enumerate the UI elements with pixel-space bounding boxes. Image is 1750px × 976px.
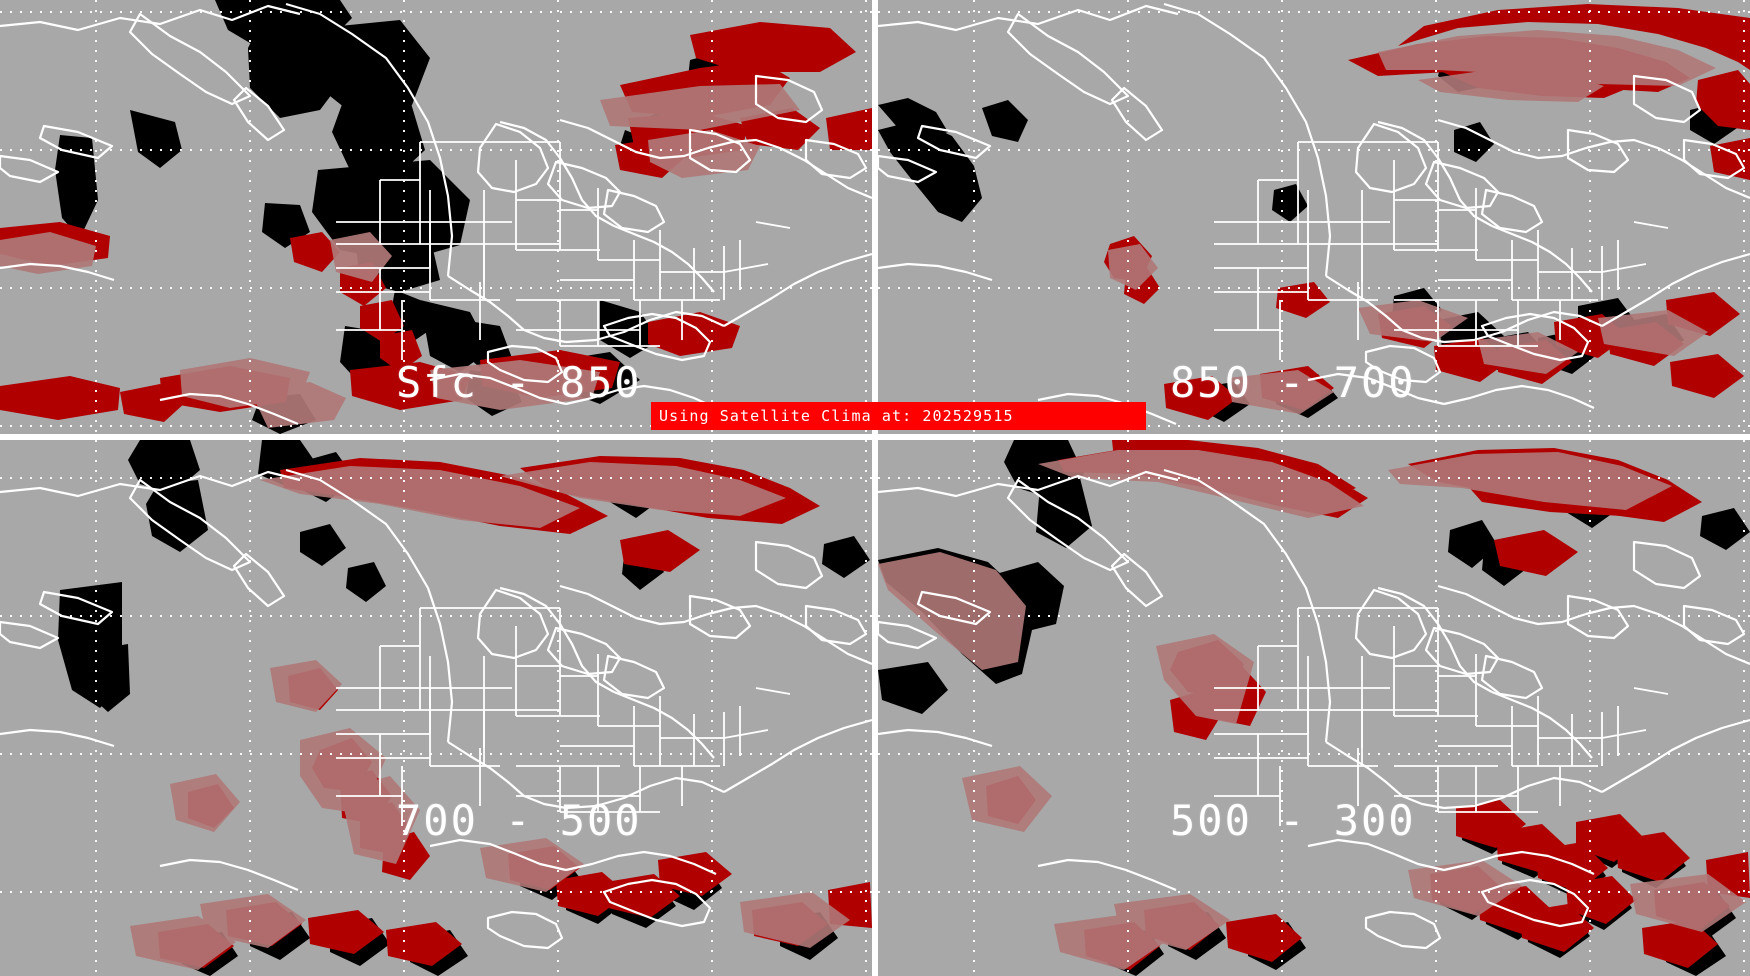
panel-divider-horizontal xyxy=(0,434,1750,440)
map-top-right xyxy=(878,0,1750,434)
map-bottom-left xyxy=(0,440,872,976)
coastlines xyxy=(0,2,872,426)
coastlines xyxy=(878,468,1750,950)
panel-bottom-right[interactable] xyxy=(878,440,1750,976)
panel-divider-vertical xyxy=(872,0,878,976)
data-overlay-red-mid xyxy=(878,450,1746,970)
state-boundaries xyxy=(1214,607,1669,826)
coastlines xyxy=(0,468,872,950)
map-bottom-right xyxy=(878,440,1750,976)
data-overlay-red-mid xyxy=(0,84,800,428)
state-boundaries xyxy=(1214,141,1669,360)
data-overlay-red-mid xyxy=(1108,30,1716,414)
data-overlay-red-mid xyxy=(130,462,850,970)
status-banner-text: Using Satellite Clima at: 202529515 xyxy=(659,407,1014,425)
gridlines xyxy=(0,0,872,434)
panel-bottom-left[interactable] xyxy=(0,440,872,976)
map-top-left xyxy=(0,0,872,434)
gridlines xyxy=(878,0,1750,434)
status-banner: Using Satellite Clima at: 202529515 xyxy=(651,402,1146,430)
panel-top-left[interactable] xyxy=(0,0,872,434)
coastlines xyxy=(878,2,1750,426)
panel-top-right[interactable] xyxy=(878,0,1750,434)
